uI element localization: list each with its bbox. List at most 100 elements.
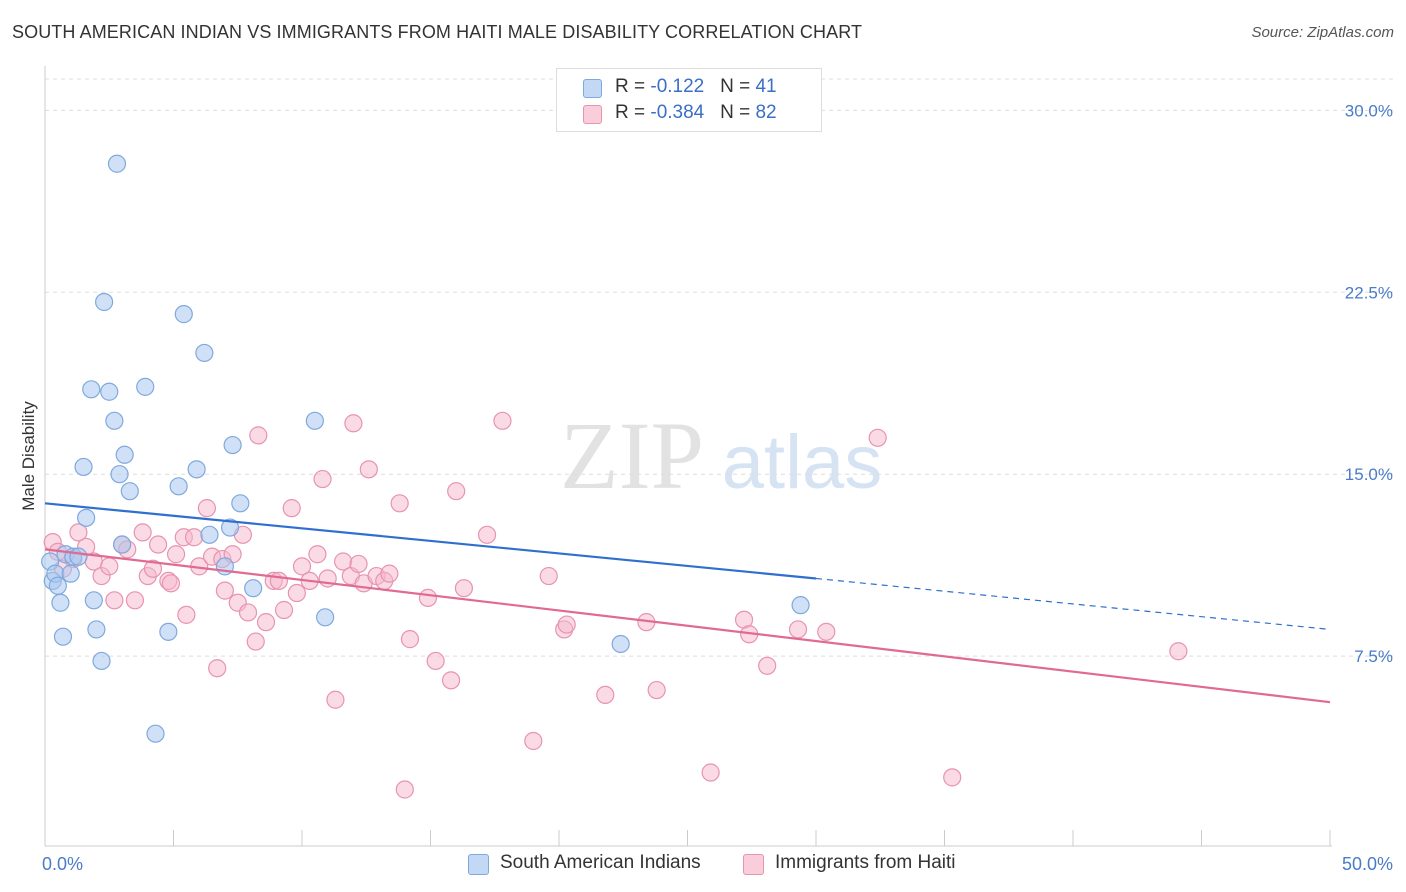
data-point-south-american-indians <box>159 622 178 641</box>
data-point-south-american-indians <box>51 593 70 612</box>
data-point-south-american-indians <box>84 591 103 610</box>
x-tick-label: 0.0% <box>42 854 83 874</box>
y-tick-label: 15.0% <box>1345 465 1393 484</box>
y-tick-label: 7.5% <box>1354 647 1393 666</box>
data-point-south-american-indians <box>115 445 134 464</box>
data-point-immigrants-from-haiti <box>380 564 399 583</box>
data-point-immigrants-from-haiti <box>69 523 88 542</box>
axes <box>44 66 1332 847</box>
data-point-immigrants-from-haiti <box>177 605 196 624</box>
trend-extension-south-american-indians <box>815 577 1331 631</box>
data-point-south-american-indians <box>74 457 93 477</box>
data-point-immigrants-from-haiti <box>788 620 808 639</box>
data-point-immigrants-from-haiti <box>454 579 474 598</box>
data-point-immigrants-from-haiti <box>143 559 163 578</box>
data-point-immigrants-from-haiti <box>359 460 378 479</box>
data-point-immigrants-from-haiti <box>308 545 327 564</box>
data-point-south-american-indians <box>48 576 67 595</box>
data-point-south-american-indians <box>223 435 242 455</box>
data-point-immigrants-from-haiti <box>447 482 466 501</box>
watermark-atlas: atlas <box>722 420 883 505</box>
data-point-immigrants-from-haiti <box>292 557 312 576</box>
data-point-south-american-indians <box>82 380 101 399</box>
data-point-immigrants-from-haiti <box>287 583 306 603</box>
data-point-immigrants-from-haiti <box>215 581 234 600</box>
data-point-immigrants-from-haiti <box>817 622 836 641</box>
data-point-south-american-indians <box>220 518 240 537</box>
data-point-south-american-indians <box>231 494 250 513</box>
series-immigrants-from-haiti <box>43 411 1188 799</box>
data-point-south-american-indians <box>112 535 132 554</box>
legend-label: South American Indians <box>500 852 701 873</box>
data-point-south-american-indians <box>100 382 119 401</box>
chart-title: SOUTH AMERICAN INDIAN VS IMMIGRANTS FROM… <box>12 22 863 42</box>
correlation-legend: R = -0.122 N = 41 R = -0.384 N = 82 <box>556 68 822 132</box>
y-axis-label: Male Disability <box>19 401 38 511</box>
data-point-immigrants-from-haiti <box>238 603 258 622</box>
data-point-south-american-indians <box>316 608 335 627</box>
data-point-south-american-indians <box>305 411 324 430</box>
data-point-south-american-indians <box>791 596 810 615</box>
data-point-immigrants-from-haiti <box>148 535 168 554</box>
data-point-immigrants-from-haiti <box>249 426 268 445</box>
data-point-immigrants-from-haiti <box>161 574 181 593</box>
series-south-american-indians <box>41 154 810 743</box>
data-point-immigrants-from-haiti <box>1169 642 1188 661</box>
y-tick-label: 30.0% <box>1345 101 1393 120</box>
data-point-south-american-indians <box>69 547 88 566</box>
data-point-immigrants-from-haiti <box>647 680 666 700</box>
data-point-immigrants-from-haiti <box>596 685 615 705</box>
source-label: Source: ZipAtlas.com <box>1251 24 1394 41</box>
data-point-immigrants-from-haiti <box>184 528 204 547</box>
legend-label: Immigrants from Haiti <box>775 852 956 873</box>
tick-labels: 7.5% 15.0% 22.5% 30.0% 0.0% 50.0% <box>42 101 1393 874</box>
data-point-immigrants-from-haiti <box>256 613 276 632</box>
data-point-south-american-indians <box>107 154 127 173</box>
data-point-immigrants-from-haiti <box>943 768 962 787</box>
data-point-south-american-indians <box>77 508 96 527</box>
data-point-south-american-indians <box>187 460 206 479</box>
legend-swatch-pink <box>743 854 764 875</box>
x-tick-label: 50.0% <box>1342 854 1393 874</box>
data-point-south-american-indians <box>136 377 155 396</box>
data-point-south-american-indians <box>174 305 193 324</box>
data-point-south-american-indians <box>95 292 114 312</box>
legend-r-label: R = <box>615 102 651 123</box>
data-point-immigrants-from-haiti <box>426 651 445 671</box>
watermark: ZIP atlas <box>560 402 882 509</box>
watermark-zip: ZIP <box>560 402 704 509</box>
data-point-immigrants-from-haiti <box>100 557 119 576</box>
data-point-immigrants-from-haiti <box>868 428 887 447</box>
data-point-immigrants-from-haiti <box>133 523 152 542</box>
data-point-immigrants-from-haiti <box>208 659 227 678</box>
data-point-south-american-indians <box>120 482 139 501</box>
data-point-south-american-indians <box>92 651 111 671</box>
data-point-immigrants-from-haiti <box>313 469 332 489</box>
trend-line-immigrants-from-haiti <box>44 548 1331 704</box>
legend-swatch-pink <box>583 105 602 124</box>
trend-lines <box>44 502 1331 704</box>
legend-n-label: N = <box>720 76 756 97</box>
legend-r-label: R = <box>615 76 651 97</box>
trend-line-south-american-indians <box>44 502 817 580</box>
data-point-immigrants-from-haiti <box>390 494 409 513</box>
data-point-immigrants-from-haiti <box>395 780 414 799</box>
legend-swatch-blue <box>583 79 602 98</box>
data-point-immigrants-from-haiti <box>105 591 124 610</box>
data-point-south-american-indians <box>200 525 219 544</box>
legend-n-label: N = <box>720 102 756 123</box>
data-point-south-american-indians <box>195 343 214 363</box>
data-point-south-american-indians <box>169 477 188 496</box>
legend-n-value: 41 <box>755 76 777 97</box>
data-point-immigrants-from-haiti <box>539 566 558 586</box>
data-point-immigrants-from-haiti <box>246 632 265 651</box>
legend-r-value: -0.122 <box>650 76 705 97</box>
data-point-south-american-indians <box>105 411 124 430</box>
data-point-immigrants-from-haiti <box>125 591 145 610</box>
data-point-immigrants-from-haiti <box>758 656 777 675</box>
data-point-south-american-indians <box>61 564 80 583</box>
data-point-south-american-indians <box>53 627 73 646</box>
data-point-south-american-indians <box>146 724 165 743</box>
series-legend: South American Indians Immigrants from H… <box>0 852 1406 878</box>
